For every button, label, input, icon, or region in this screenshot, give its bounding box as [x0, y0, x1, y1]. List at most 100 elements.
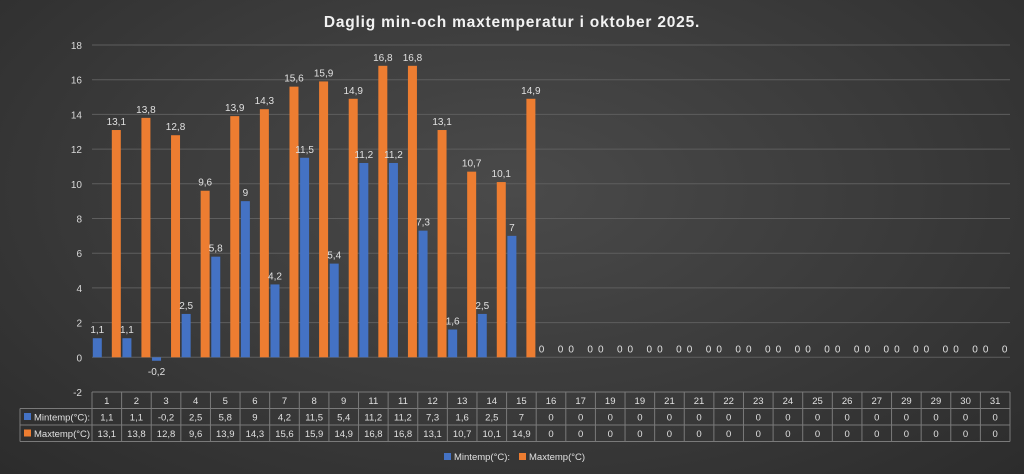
data-label: 0	[568, 344, 574, 355]
table-cell: 0	[578, 413, 583, 424]
bar	[240, 201, 250, 358]
table-cell: 0	[874, 413, 879, 424]
data-label: 13,8	[136, 105, 156, 116]
table-cell: 13,1	[423, 429, 442, 440]
bar	[230, 116, 240, 358]
table-cell: 0	[667, 413, 672, 424]
table-cell: 0	[548, 413, 553, 424]
table-cell: 0	[933, 413, 938, 424]
data-label: 9,6	[198, 178, 212, 189]
bar	[152, 357, 162, 361]
table-cell: -0,2	[158, 413, 174, 424]
data-label: 15,6	[284, 74, 304, 85]
data-label: -0,2	[148, 367, 166, 378]
x-tick-label: 23	[753, 396, 764, 407]
x-tick-label: 26	[842, 396, 853, 407]
table-cell: 0	[904, 413, 909, 424]
data-label: 5,4	[327, 251, 341, 262]
bar	[111, 130, 121, 358]
table-cell: 5,8	[219, 413, 232, 424]
data-label: 13,9	[225, 103, 245, 114]
x-tick-label: 24	[783, 396, 794, 407]
x-tick-label: 8	[311, 396, 316, 407]
table-cell: 10,1	[483, 429, 502, 440]
table-cell: 9,6	[189, 429, 202, 440]
table-cell: 1,6	[456, 413, 469, 424]
table-legend-key	[24, 413, 31, 420]
data-label: 0	[746, 344, 752, 355]
data-label: 11,2	[354, 150, 373, 161]
table-cell: 0	[963, 413, 968, 424]
bar	[477, 313, 487, 358]
data-label: 0	[765, 344, 771, 355]
data-label: 0	[835, 344, 841, 355]
bar	[448, 329, 458, 358]
data-label: 14,9	[343, 86, 363, 97]
bar	[181, 313, 191, 358]
data-label: 11,5	[295, 145, 314, 156]
table-cell: 1,1	[130, 413, 143, 424]
x-tick-label: 16	[546, 396, 557, 407]
x-tick-label: 14	[486, 396, 497, 407]
data-label: 10,7	[462, 159, 482, 170]
data-label: 16,8	[403, 53, 423, 64]
data-label: 0	[776, 344, 782, 355]
x-tick-label: 27	[871, 396, 882, 407]
table-cell: 9	[252, 413, 257, 424]
table-cell: 0	[815, 413, 820, 424]
table-cell: 7	[519, 413, 524, 424]
bar	[407, 65, 417, 358]
x-tick-label: 19	[635, 396, 646, 407]
data-label: 9	[243, 188, 249, 199]
table-cell: 0	[608, 429, 613, 440]
table-cell: 0	[726, 413, 731, 424]
data-label: 11,2	[384, 150, 403, 161]
data-label: 0	[894, 344, 900, 355]
table-cell: 2,5	[485, 413, 498, 424]
x-tick-label: 15	[516, 396, 527, 407]
x-tick-label: 11	[368, 396, 378, 407]
grid-lines	[92, 44, 1010, 393]
x-tick-label: 22	[723, 396, 734, 407]
data-label: 14,3	[255, 96, 275, 107]
x-tick-label: 30	[960, 396, 971, 407]
x-tick-label: 21	[694, 396, 705, 407]
chart-title: Daglig min-och maxtemperatur i oktober 2…	[324, 14, 700, 31]
bar	[171, 135, 181, 358]
y-tick-label: 18	[71, 41, 83, 52]
table-cell: 0	[815, 429, 820, 440]
bar	[259, 109, 269, 358]
table-cell: 0	[993, 413, 998, 424]
table-cell: 13,9	[216, 429, 235, 440]
data-label: 4,2	[268, 271, 282, 282]
y-tick-label: -2	[73, 388, 82, 399]
table-cell: 0	[608, 413, 613, 424]
bar	[418, 230, 428, 358]
bar	[359, 162, 369, 358]
table-cell: 15,6	[275, 429, 294, 440]
y-tick-label: 14	[71, 110, 83, 121]
x-tick-label: 2	[134, 396, 139, 407]
table-cell: 0	[696, 429, 701, 440]
bar	[348, 98, 358, 358]
bar	[378, 65, 388, 358]
x-tick-label: 13	[457, 396, 468, 407]
table-cell: 1,1	[100, 413, 113, 424]
bar	[300, 157, 310, 358]
table-cell: 15,9	[305, 429, 324, 440]
y-tick-label: 12	[71, 145, 83, 156]
bar	[141, 117, 151, 358]
table-cell: 0	[844, 413, 849, 424]
data-label: 0	[864, 344, 870, 355]
data-label: 2,5	[179, 301, 193, 312]
data-labels: 1,1 13,1 1,1 13,8 -0,2 12,8 2,5 9,6 5,8 13,9 9 14,3…	[90, 53, 1008, 378]
data-label: 0	[657, 344, 663, 355]
x-tick-label: 31	[990, 396, 1001, 407]
table-cell: 0	[963, 429, 968, 440]
x-tick-label: 9	[341, 396, 346, 407]
x-tick-label: 29	[931, 396, 942, 407]
bar	[526, 98, 536, 358]
table-cell: 13,8	[127, 429, 146, 440]
table-cell: 13,1	[98, 429, 117, 440]
data-label: 0	[716, 344, 722, 355]
